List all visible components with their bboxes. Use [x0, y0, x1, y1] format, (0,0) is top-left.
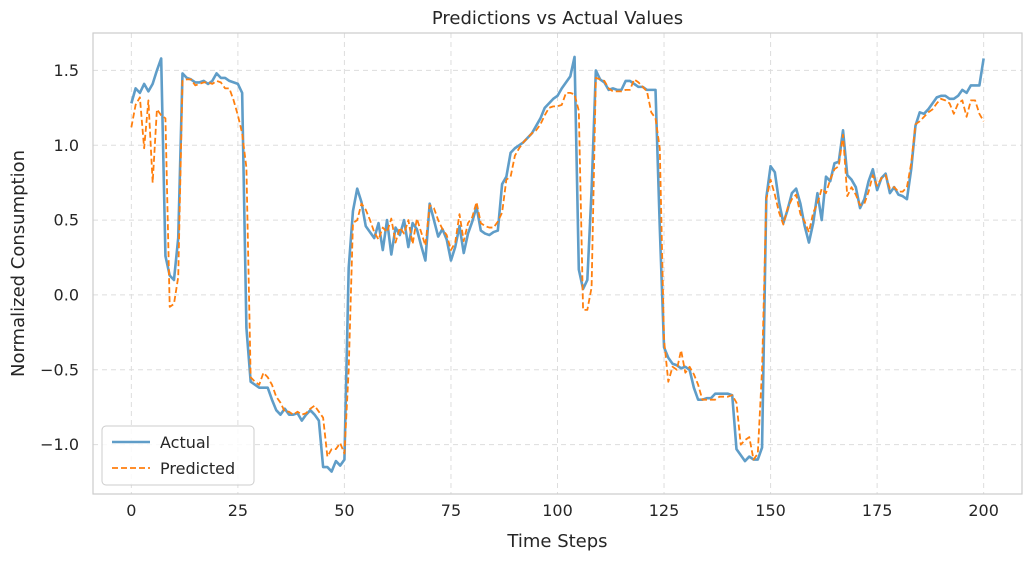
x-tick-label: 75	[441, 501, 461, 520]
y-tick-label: 1.0	[54, 136, 79, 155]
x-axis-label: Time Steps	[506, 531, 607, 552]
plot-area-frame	[92, 32, 1023, 495]
legend-label-predicted: Predicted	[160, 459, 235, 478]
x-tick-label: 0	[126, 501, 136, 520]
y-tick-label: −0.5	[40, 360, 79, 379]
y-axis-label: Normalized Consumption	[8, 150, 29, 377]
y-tick-label: 0.5	[54, 211, 79, 230]
x-tick-label: 150	[755, 501, 786, 520]
x-tick-label: 25	[228, 501, 248, 520]
x-tick-label: 125	[649, 501, 680, 520]
series-line-predicted	[130, 77, 985, 461]
x-tick-label: 175	[862, 501, 893, 520]
legend: Actual Predicted	[101, 425, 255, 486]
x-axis-ticks: 0 25 50 75 100 125 150 175 200	[126, 501, 999, 520]
legend-label-actual: Actual	[160, 433, 210, 452]
chart-title: Predictions vs Actual Values	[432, 8, 683, 29]
x-tick-label: 200	[968, 501, 999, 520]
y-tick-label: 1.5	[54, 61, 79, 80]
series-layer	[130, 55, 985, 473]
x-tick-label: 50	[334, 501, 354, 520]
y-tick-label: 0.0	[54, 285, 79, 304]
x-tick-label: 100	[542, 501, 573, 520]
y-axis-ticks: −1.0 −0.5 0.0 0.5 1.0 1.5	[40, 61, 79, 454]
y-tick-label: −1.0	[40, 435, 79, 454]
